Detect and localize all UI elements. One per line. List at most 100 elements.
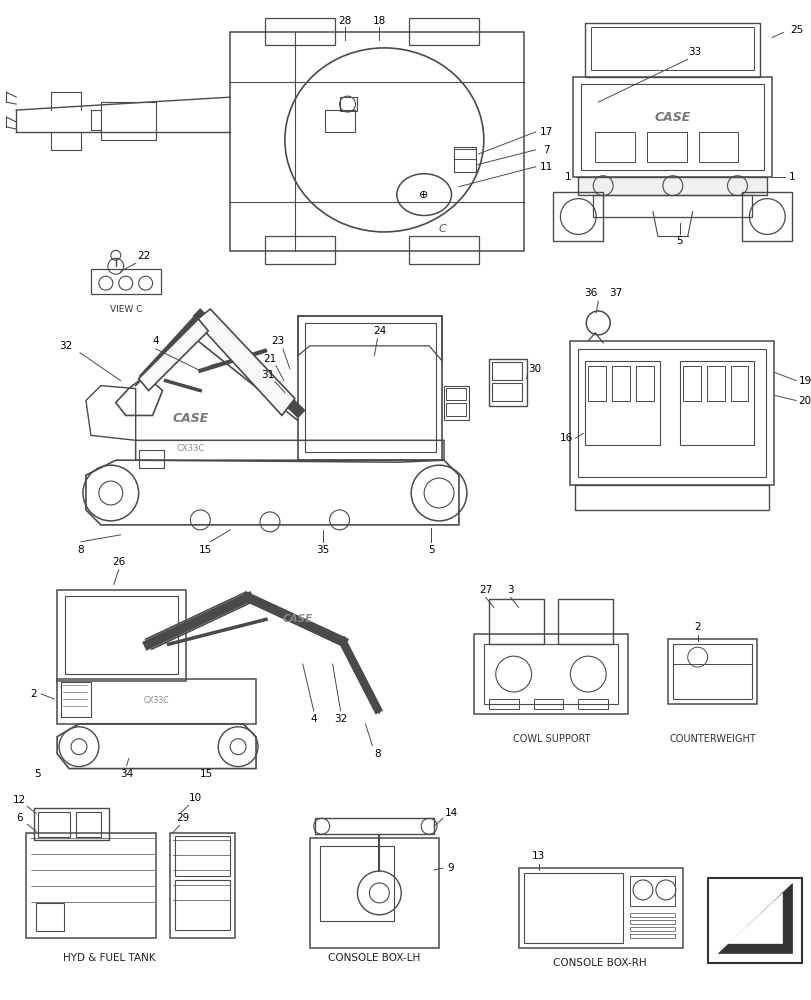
Bar <box>320 846 394 921</box>
Bar <box>594 132 634 162</box>
Bar <box>57 590 187 681</box>
Bar <box>611 366 629 401</box>
Bar <box>491 383 521 401</box>
Bar <box>706 366 723 401</box>
Text: 4: 4 <box>310 714 316 724</box>
Bar <box>34 808 109 840</box>
Bar <box>444 386 468 420</box>
Text: 17: 17 <box>539 127 552 137</box>
Text: CX33C: CX33C <box>176 444 204 453</box>
Bar <box>646 132 686 162</box>
Text: COUNTERWEIGHT: COUNTERWEIGHT <box>668 734 755 744</box>
Text: 33: 33 <box>687 47 701 57</box>
Bar <box>491 362 521 380</box>
Text: 24: 24 <box>372 326 385 336</box>
Bar <box>672 644 752 699</box>
Bar <box>298 316 441 460</box>
Text: 2: 2 <box>693 622 700 632</box>
Bar <box>409 18 478 45</box>
Bar <box>304 323 436 452</box>
Text: 10: 10 <box>189 793 202 803</box>
Bar <box>730 366 748 401</box>
Text: 23: 23 <box>271 336 284 346</box>
Text: 27: 27 <box>478 585 491 595</box>
Text: 5: 5 <box>676 236 682 246</box>
Text: 31: 31 <box>261 370 274 380</box>
Text: CX33C: CX33C <box>144 696 169 705</box>
Bar <box>36 903 64 931</box>
Text: 6: 6 <box>16 813 23 823</box>
Bar <box>26 833 156 938</box>
Bar <box>706 878 801 963</box>
Polygon shape <box>195 309 294 415</box>
Text: 26: 26 <box>112 557 125 567</box>
Bar <box>679 361 753 445</box>
Text: ⊕: ⊕ <box>419 190 428 200</box>
Text: 37: 37 <box>609 288 622 298</box>
Text: 16: 16 <box>559 433 573 443</box>
Text: 9: 9 <box>447 863 453 873</box>
Bar <box>101 102 156 140</box>
Bar <box>577 177 766 195</box>
Text: VIEW C: VIEW C <box>109 305 142 314</box>
Bar <box>488 359 526 406</box>
Text: 20: 20 <box>797 396 811 406</box>
Bar <box>409 236 478 264</box>
Text: 8: 8 <box>78 545 84 555</box>
Bar <box>697 132 737 162</box>
Text: 15: 15 <box>199 545 212 555</box>
Bar <box>587 366 606 401</box>
Bar <box>65 596 178 674</box>
Text: 29: 29 <box>176 813 189 823</box>
Bar <box>175 880 230 930</box>
Bar <box>533 699 563 709</box>
Bar <box>175 836 230 876</box>
Text: 32: 32 <box>59 341 72 351</box>
Text: 21: 21 <box>263 354 277 364</box>
Text: 14: 14 <box>444 808 457 818</box>
Bar <box>453 149 475 159</box>
Bar <box>585 23 759 77</box>
Bar <box>488 599 543 644</box>
Polygon shape <box>727 893 781 943</box>
Polygon shape <box>139 319 208 391</box>
Bar <box>445 388 466 400</box>
Bar <box>629 934 674 938</box>
Text: 35: 35 <box>315 545 329 555</box>
Bar <box>577 699 607 709</box>
Bar <box>741 192 792 241</box>
Text: C: C <box>438 224 445 234</box>
Text: 28: 28 <box>337 16 350 26</box>
Bar <box>453 147 475 172</box>
Bar <box>518 868 682 948</box>
Text: 15: 15 <box>200 769 212 779</box>
Bar <box>488 699 518 709</box>
Text: 34: 34 <box>120 769 133 779</box>
Bar <box>38 812 70 837</box>
Text: 18: 18 <box>372 16 385 26</box>
Bar <box>553 192 603 241</box>
Text: 5: 5 <box>34 769 41 779</box>
Bar <box>629 876 674 906</box>
Bar <box>585 361 659 445</box>
Text: CONSOLE BOX-RH: CONSOLE BOX-RH <box>553 958 646 968</box>
Text: 25: 25 <box>790 25 803 35</box>
Text: 13: 13 <box>531 851 544 861</box>
Bar <box>61 682 91 717</box>
Text: 8: 8 <box>374 749 380 759</box>
Bar <box>575 485 768 510</box>
Bar <box>629 913 674 917</box>
Text: 7: 7 <box>543 145 549 155</box>
Text: 22: 22 <box>137 251 150 261</box>
Bar <box>264 18 334 45</box>
Text: 19: 19 <box>797 376 811 386</box>
Text: 1: 1 <box>788 172 795 182</box>
Text: CASE: CASE <box>172 412 208 425</box>
Polygon shape <box>717 883 792 953</box>
Bar <box>170 833 235 938</box>
Bar <box>445 403 466 416</box>
Bar <box>91 269 161 294</box>
Text: 12: 12 <box>13 795 26 805</box>
Bar <box>76 812 101 837</box>
Bar <box>324 110 354 132</box>
